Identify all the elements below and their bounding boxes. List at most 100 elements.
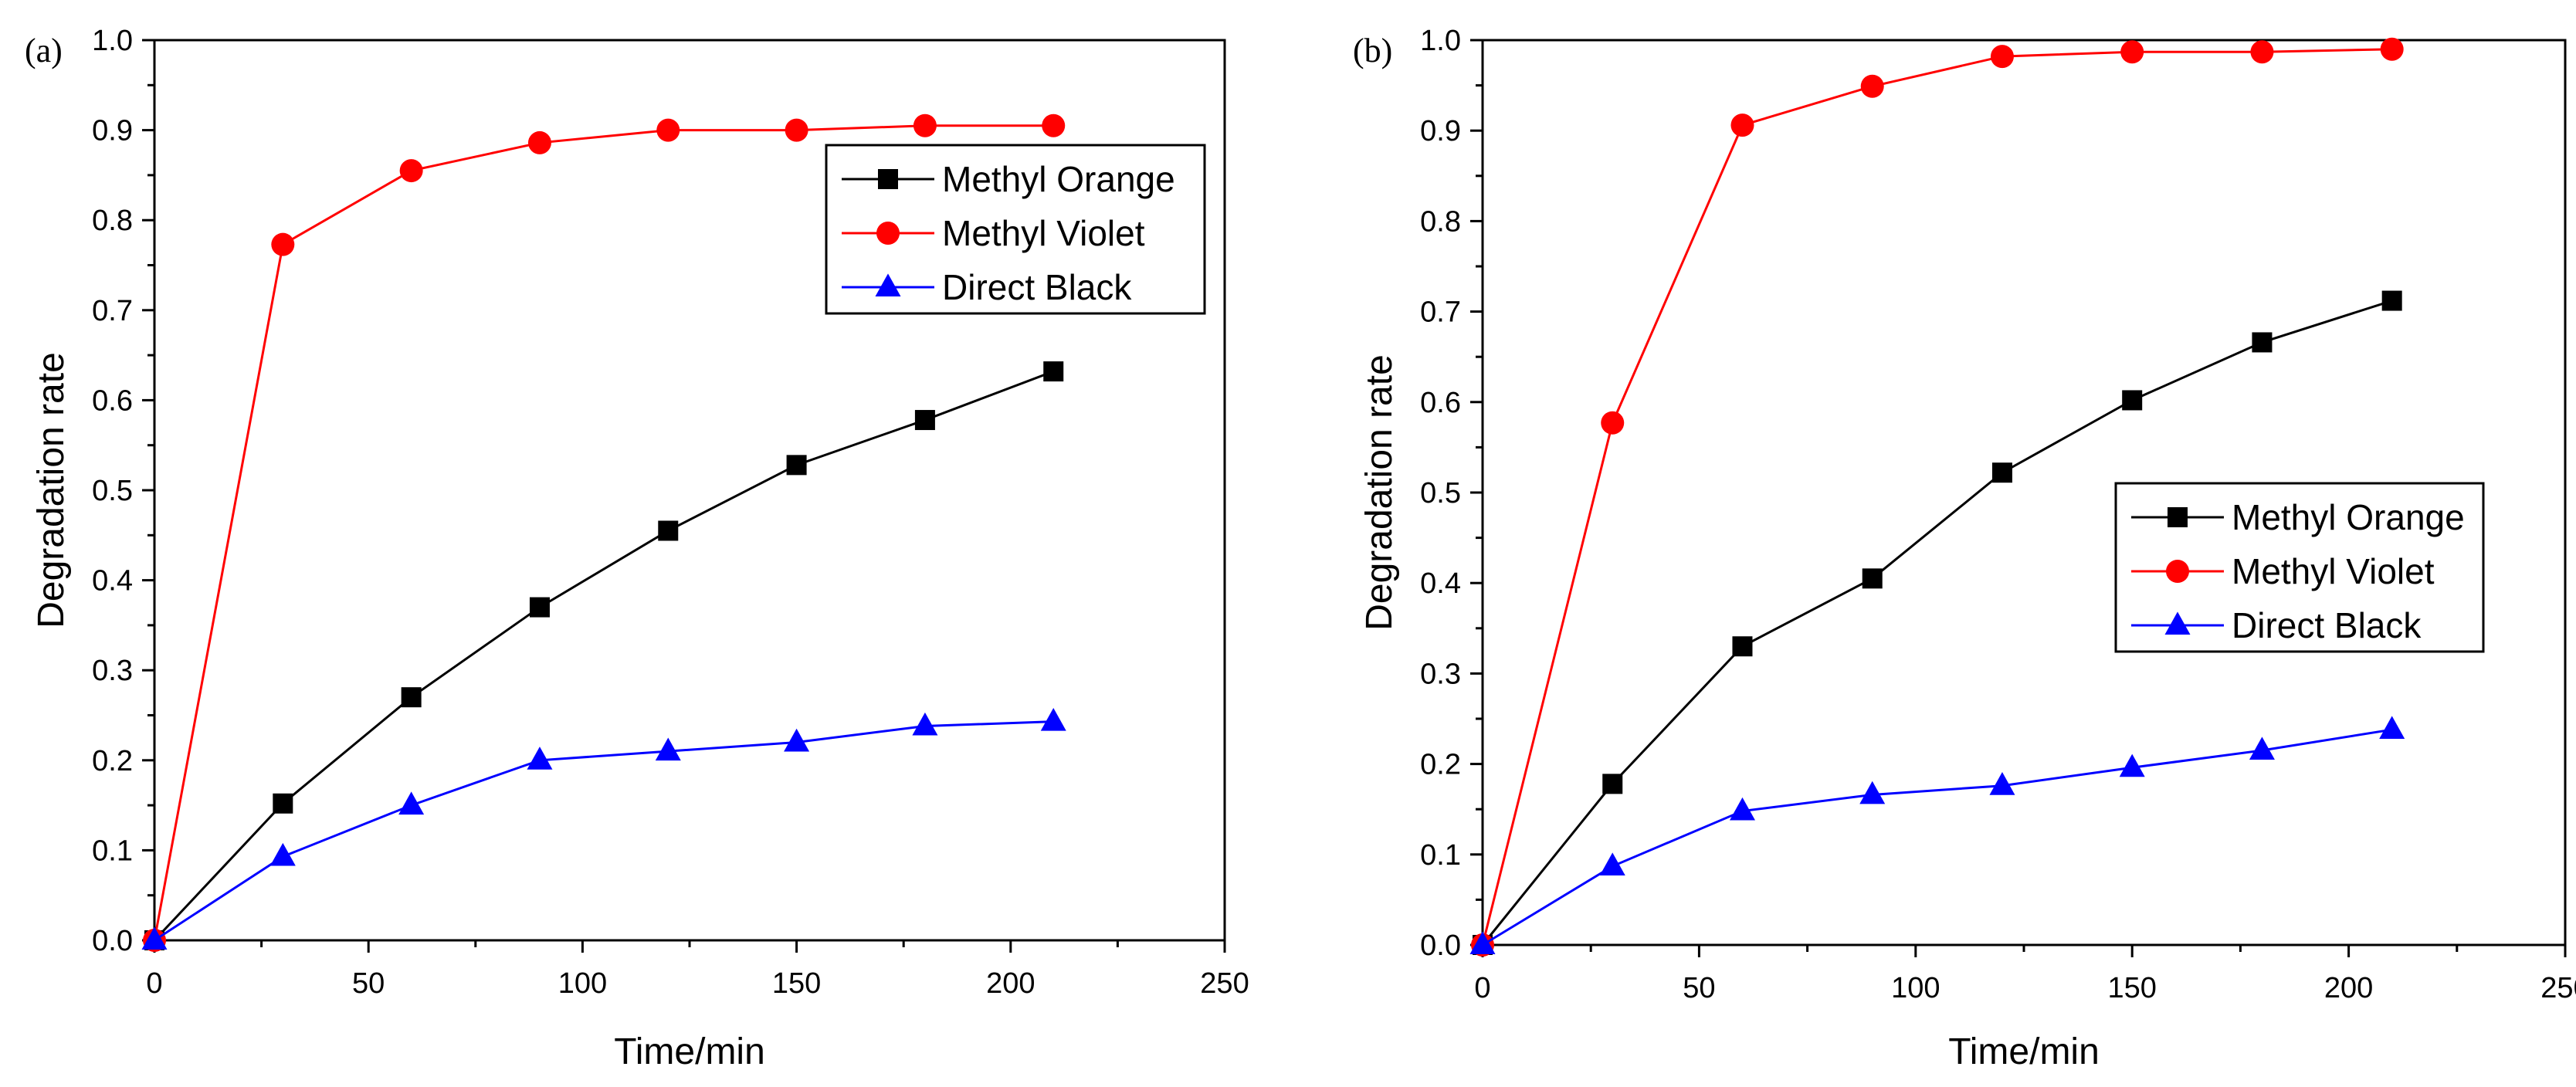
panel-a-methyl-violet-point [527, 130, 551, 154]
panel-a-legend-methyl-orange-marker [878, 169, 898, 189]
panel-a-direct-black-point [527, 747, 553, 770]
panel-a-methyl-orange-point [786, 455, 807, 476]
panel-b-methyl-orange-point [2122, 390, 2143, 411]
panel-a-methyl-violet-line [153, 124, 1054, 941]
panel-a-methyl-orange-point [914, 410, 935, 431]
panel-a-direct-black-point [1040, 707, 1066, 731]
panel-a-y-tick-label: 0.5 [92, 475, 133, 507]
panel-a-methyl-orange-point [401, 687, 422, 708]
panel-a-methyl-violet-point [656, 118, 680, 142]
panel-a-direct-black-point [655, 737, 681, 761]
panel-a-x-tick-label: 100 [558, 967, 607, 1000]
panel-a-x-tick-label: 200 [986, 967, 1035, 1000]
panel-b-methyl-violet-point [2380, 37, 2404, 61]
panel-a-direct-black-point [141, 926, 168, 950]
panel-b-direct-black-point [1599, 852, 1625, 876]
panel-b-x-tick-label: 250 [2540, 972, 2576, 1004]
panel-b-y-tick-label: 0.9 [1420, 115, 1461, 147]
panel-b-legend: Methyl Orange Methyl Violet Direct Black [2114, 482, 2485, 653]
panel-a-y-tick-label: 0.8 [92, 205, 133, 237]
panel-b-legend-direct-black-label: Direct Black [2232, 605, 2422, 645]
panel-a-x-tick-label: 250 [1200, 967, 1249, 1000]
panel-a-legend-direct-black-label: Direct Black [942, 267, 1132, 307]
panel-b-series-methyl-violet [1471, 37, 2404, 957]
panel-a-legend-methyl-violet-label: Methyl Violet [942, 213, 1145, 253]
panel-a-y-tick-label: 0.6 [92, 384, 133, 417]
panel-b-y-tick-label: 0.0 [1420, 930, 1461, 962]
panel-a-y-tick-label: 0.2 [92, 745, 133, 777]
panel-a-direct-black-point [269, 842, 296, 866]
panel-a-y-tick-label: 0.4 [92, 565, 133, 598]
panel-b-direct-black-line [1482, 728, 2392, 946]
panel-b-methyl-orange-point [2252, 332, 2273, 353]
panel-a-direct-black-point [912, 712, 938, 736]
panel-a-y-tick-label: 0.0 [92, 925, 133, 957]
panel-a-x-tick-label: 0 [146, 967, 162, 1000]
panel-a-y-tick-label: 0.3 [92, 655, 133, 687]
panel-b-label: (b) [1353, 32, 1392, 69]
panel-b-y-tick-label: 0.4 [1420, 567, 1461, 600]
panel-b-y-tick-label: 0.6 [1420, 387, 1461, 419]
panel-a-x-axis-title: Time/min [614, 1031, 765, 1072]
panel-a-y-tick-label: 0.1 [92, 835, 133, 867]
panel-a-y-tick-label: 0.7 [92, 295, 133, 327]
panel-b-direct-black-point [1729, 797, 1755, 821]
panel-a-y-axis-title: Degradation rate [31, 352, 72, 628]
panel-a-x-tick-label: 150 [772, 967, 821, 1000]
panel-b-methyl-violet-point [1990, 45, 2014, 69]
panel-b-x-tick-label: 150 [2107, 972, 2156, 1004]
panel-b-y-tick-label: 0.7 [1420, 296, 1461, 329]
panel-b-methyl-orange-line [1481, 300, 2393, 946]
panel-b-legend-methyl-orange-marker [2168, 507, 2188, 527]
panel-a-methyl-orange-point [1043, 361, 1064, 382]
panel-b-legend-methyl-orange-label: Methyl Orange [2232, 497, 2465, 537]
panel-b-x-tick-label: 0 [1474, 972, 1490, 1004]
panel-a-methyl-violet-point [271, 232, 295, 256]
panel-b-methyl-violet-point [1860, 74, 1884, 98]
panel-b-methyl-violet-point [2120, 40, 2144, 64]
panel-b: (b) 0 50 100 150 200 250 0.0 0.1 0.2 0.3 0.4 0.5 0.6 0… [1353, 25, 2576, 1072]
panel-a-methyl-violet-point [785, 118, 808, 142]
panel-b-methyl-violet-line [1481, 48, 2392, 946]
panel-b-methyl-violet-point [1730, 113, 1754, 137]
panel-a-series-methyl-orange [144, 361, 1064, 950]
panel-a-legend-methyl-violet-marker [876, 222, 900, 245]
panel-b-y-axis-title: Degradation rate [1359, 354, 1400, 631]
panel-a-series-direct-black [141, 707, 1066, 950]
panel-a-methyl-orange-point [658, 520, 679, 541]
panel-a-legend-methyl-orange-label: Methyl Orange [942, 159, 1175, 199]
panel-a-legend-direct-black-marker [875, 273, 901, 296]
panel-b-methyl-orange-point [1991, 462, 2012, 483]
panel-a-y-tick-label: 1.0 [92, 25, 133, 57]
panel-a-label: (a) [25, 32, 63, 69]
panel-b-x-tick-label: 200 [2324, 972, 2373, 1004]
panel-b-methyl-orange-point [1862, 568, 1883, 589]
panel-b-y-tick-label: 0.2 [1420, 749, 1461, 781]
panel-a-legend: Methyl Orange Methyl Violet Direct Black [825, 144, 1206, 315]
panel-b-series-direct-black [1469, 716, 2405, 954]
panel-b-x-tick-label: 100 [1891, 972, 1940, 1004]
panel-b-direct-black-point [2379, 716, 2405, 740]
panel-b-y-tick-label: 1.0 [1420, 25, 1461, 57]
panel-a-direct-black-point [784, 728, 810, 752]
panel-b-legend-methyl-violet-label: Methyl Violet [2232, 551, 2435, 591]
panel-a-y-tick-label: 0.9 [92, 115, 133, 147]
panel-b-legend-methyl-violet-marker [2166, 560, 2189, 583]
panel-b-methyl-orange-point [2381, 290, 2402, 311]
panel-b-legend-direct-black-marker [2164, 611, 2191, 635]
panel-b-methyl-violet-point [1601, 411, 1625, 435]
panel-a-direct-black-line [154, 720, 1054, 942]
panel-b-direct-black-point [1989, 772, 2015, 795]
panel-a-methyl-violet-point [913, 113, 937, 137]
panel-a-methyl-orange-point [273, 793, 293, 814]
panel-a-methyl-violet-point [399, 159, 423, 183]
panel-b-direct-black-point [2249, 737, 2275, 760]
panel-b-y-tick-label: 0.8 [1420, 205, 1461, 238]
panel-b-x-tick-label: 50 [1683, 972, 1715, 1004]
panel-a-methyl-orange-line [153, 370, 1054, 942]
panel-b-y-tick-label: 0.1 [1420, 839, 1461, 872]
panel-a-methyl-violet-point [1042, 113, 1066, 137]
panel-b-direct-black-point [1859, 781, 1886, 804]
panel-b-y-tick-label: 0.5 [1420, 477, 1461, 510]
